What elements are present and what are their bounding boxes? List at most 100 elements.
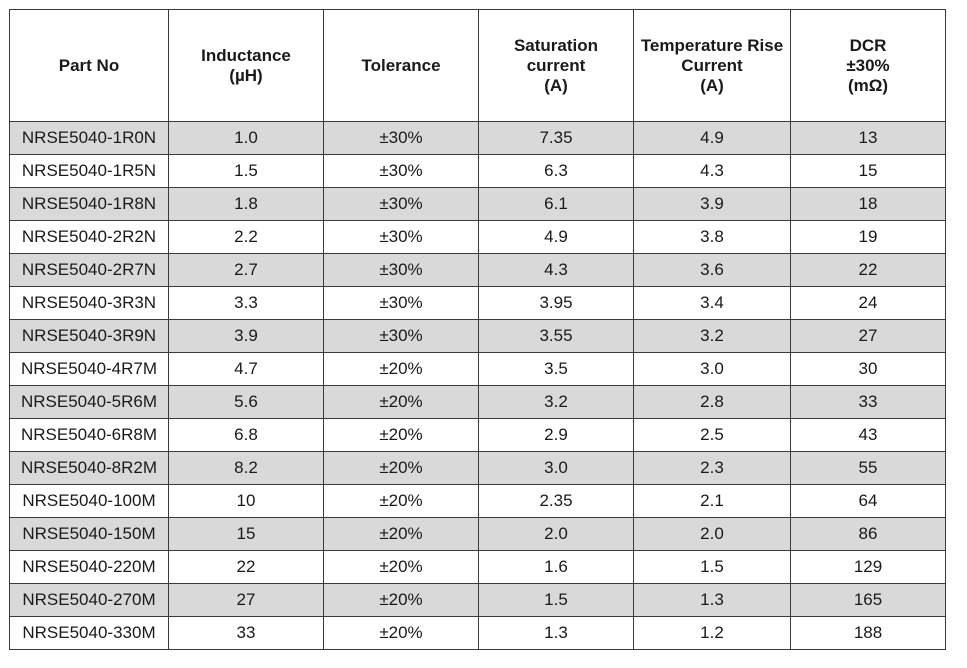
table-row: NRSE5040-270M 27 ±20% 1.5 1.3 165	[9, 583, 946, 617]
table-row: NRSE5040-2R7N 2.7 ±30% 4.3 3.6 22	[9, 253, 946, 287]
table-row: NRSE5040-100M 10 ±20% 2.35 2.1 64	[9, 484, 946, 518]
saturation-current-cell: 3.2	[478, 385, 634, 419]
tolerance-cell: ±20%	[323, 385, 479, 419]
part-no-cell: NRSE5040-1R5N	[9, 154, 169, 188]
header-line: Part No	[58, 55, 120, 75]
table-row: NRSE5040-220M 22 ±20% 1.6 1.5 129	[9, 550, 946, 584]
part-no-cell: NRSE5040-3R9N	[9, 319, 169, 353]
part-no-cell: NRSE5040-270M	[9, 583, 169, 617]
tolerance-header: Tolerance	[323, 9, 479, 122]
header-line: (mΩ)	[847, 75, 889, 95]
temperature-rise-current-cell: 2.0	[633, 517, 791, 551]
dcr-cell: 43	[790, 418, 946, 452]
tolerance-cell: ±30%	[323, 319, 479, 353]
header-line: (µH)	[229, 65, 263, 85]
saturation-current-header: Saturation current (A)	[478, 9, 634, 122]
part-no-cell: NRSE5040-2R7N	[9, 253, 169, 287]
temperature-rise-current-cell: 3.9	[633, 187, 791, 221]
tolerance-cell: ±20%	[323, 352, 479, 386]
temperature-rise-current-cell: 2.8	[633, 385, 791, 419]
header-line: Temperature Rise	[640, 35, 784, 55]
dcr-cell: 64	[790, 484, 946, 518]
temperature-rise-current-cell: 2.3	[633, 451, 791, 485]
table-row: NRSE5040-150M 15 ±20% 2.0 2.0 86	[9, 517, 946, 551]
inductance-cell: 33	[168, 616, 324, 650]
part-no-cell: NRSE5040-1R8N	[9, 187, 169, 221]
inductance-cell: 3.3	[168, 286, 324, 320]
saturation-current-cell: 2.0	[478, 517, 634, 551]
header-row: Part No Inductance (µH) Tolerance Saturation…	[9, 9, 946, 122]
temperature-rise-current-header: Temperature Rise Current (A)	[633, 9, 791, 122]
tolerance-cell: ±30%	[323, 121, 479, 155]
header-line: (A)	[544, 75, 568, 95]
inductance-cell: 5.6	[168, 385, 324, 419]
temperature-rise-current-cell: 3.0	[633, 352, 791, 386]
header-line: current	[526, 55, 586, 75]
inductance-cell: 6.8	[168, 418, 324, 452]
temperature-rise-current-cell: 3.8	[633, 220, 791, 254]
table-body: NRSE5040-1R0N 1.0 ±30% 7.35 4.9 13 NRSE5040-1R…	[9, 121, 946, 650]
part-no-cell: NRSE5040-2R2N	[9, 220, 169, 254]
inductance-header: Inductance (µH)	[168, 9, 324, 122]
table-row: NRSE5040-1R8N 1.8 ±30% 6.1 3.9 18	[9, 187, 946, 221]
part-no-cell: NRSE5040-1R0N	[9, 121, 169, 155]
part-no-cell: NRSE5040-3R3N	[9, 286, 169, 320]
tolerance-cell: ±30%	[323, 220, 479, 254]
inductance-cell: 1.8	[168, 187, 324, 221]
tolerance-cell: ±20%	[323, 550, 479, 584]
temperature-rise-current-cell: 2.5	[633, 418, 791, 452]
saturation-current-cell: 3.0	[478, 451, 634, 485]
temperature-rise-current-cell: 3.2	[633, 319, 791, 353]
table-row: NRSE5040-2R2N 2.2 ±30% 4.9 3.8 19	[9, 220, 946, 254]
part-no-cell: NRSE5040-220M	[9, 550, 169, 584]
temperature-rise-current-cell: 1.2	[633, 616, 791, 650]
saturation-current-cell: 3.95	[478, 286, 634, 320]
inductor-spec-table: Part No Inductance (µH) Tolerance Saturation…	[9, 9, 946, 650]
temperature-rise-current-cell: 4.3	[633, 154, 791, 188]
part-no-cell: NRSE5040-6R8M	[9, 418, 169, 452]
part-no-cell: NRSE5040-100M	[9, 484, 169, 518]
dcr-header: DCR ±30% (mΩ)	[790, 9, 946, 122]
inductance-cell: 1.0	[168, 121, 324, 155]
part-no-cell: NRSE5040-5R6M	[9, 385, 169, 419]
inductance-cell: 8.2	[168, 451, 324, 485]
header-line: ±30%	[846, 55, 890, 75]
temperature-rise-current-cell: 1.3	[633, 583, 791, 617]
header-line: Tolerance	[361, 55, 441, 75]
saturation-current-cell: 3.5	[478, 352, 634, 386]
table-row: NRSE5040-330M 33 ±20% 1.3 1.2 188	[9, 616, 946, 650]
part-no-header: Part No	[9, 9, 169, 122]
header-line: Saturation	[513, 35, 599, 55]
table-row: NRSE5040-3R9N 3.9 ±30% 3.55 3.2 27	[9, 319, 946, 353]
inductance-cell: 2.7	[168, 253, 324, 287]
tolerance-cell: ±30%	[323, 154, 479, 188]
dcr-cell: 13	[790, 121, 946, 155]
tolerance-cell: ±20%	[323, 616, 479, 650]
dcr-cell: 27	[790, 319, 946, 353]
dcr-cell: 19	[790, 220, 946, 254]
header-line: DCR	[849, 35, 887, 55]
tolerance-cell: ±20%	[323, 583, 479, 617]
header-line: Current	[681, 55, 743, 75]
table-row: NRSE5040-1R5N 1.5 ±30% 6.3 4.3 15	[9, 154, 946, 188]
table-row: NRSE5040-4R7M 4.7 ±20% 3.5 3.0 30	[9, 352, 946, 386]
inductance-cell: 3.9	[168, 319, 324, 353]
temperature-rise-current-cell: 3.4	[633, 286, 791, 320]
table-row: NRSE5040-8R2M 8.2 ±20% 3.0 2.3 55	[9, 451, 946, 485]
temperature-rise-current-cell: 2.1	[633, 484, 791, 518]
header-line: Inductance	[201, 45, 291, 65]
saturation-current-cell: 4.3	[478, 253, 634, 287]
temperature-rise-current-cell: 1.5	[633, 550, 791, 584]
dcr-cell: 165	[790, 583, 946, 617]
dcr-cell: 30	[790, 352, 946, 386]
tolerance-cell: ±20%	[323, 418, 479, 452]
saturation-current-cell: 6.1	[478, 187, 634, 221]
dcr-cell: 18	[790, 187, 946, 221]
saturation-current-cell: 6.3	[478, 154, 634, 188]
saturation-current-cell: 3.55	[478, 319, 634, 353]
table-row: NRSE5040-1R0N 1.0 ±30% 7.35 4.9 13	[9, 121, 946, 155]
inductance-cell: 10	[168, 484, 324, 518]
inductance-cell: 27	[168, 583, 324, 617]
dcr-cell: 15	[790, 154, 946, 188]
tolerance-cell: ±20%	[323, 484, 479, 518]
